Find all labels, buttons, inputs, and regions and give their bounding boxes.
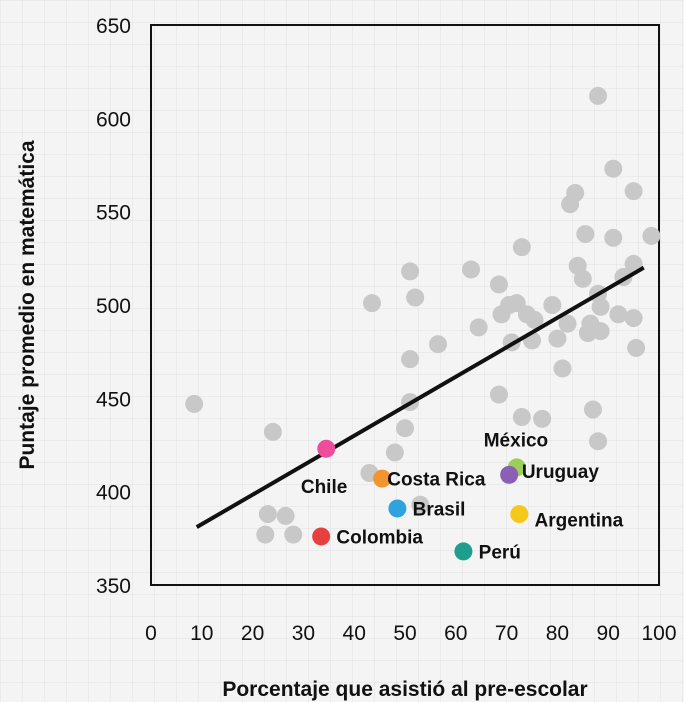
data-point xyxy=(362,294,381,313)
data-point xyxy=(258,505,277,524)
data-point xyxy=(406,288,425,307)
data-point xyxy=(512,408,531,426)
x-tick-label: 0 xyxy=(145,622,157,645)
data-point xyxy=(591,297,610,316)
data-point xyxy=(553,359,572,378)
data-point xyxy=(627,338,646,357)
y-tick-label: 450 xyxy=(96,388,131,411)
data-point xyxy=(642,226,661,245)
x-tick-label: 20 xyxy=(241,622,264,645)
data-point xyxy=(462,260,481,279)
plot-frame xyxy=(150,24,660,586)
data-point xyxy=(512,238,531,257)
data-point xyxy=(256,525,275,544)
x-tick-label: 80 xyxy=(546,622,569,645)
y-axis-title: Puntaje promedio en matemática xyxy=(16,140,39,469)
data-point-costa-rica xyxy=(373,469,392,488)
x-tick-label: 50 xyxy=(393,622,416,645)
data-point xyxy=(573,269,592,288)
y-tick-label: 400 xyxy=(96,482,131,505)
y-tick-label: 500 xyxy=(96,295,131,318)
data-point xyxy=(429,335,448,354)
data-point-colombia xyxy=(312,527,331,546)
data-point xyxy=(576,225,595,244)
x-tick-label: 70 xyxy=(495,622,518,645)
data-point xyxy=(604,228,623,247)
data-point xyxy=(489,385,508,404)
data-point-chile xyxy=(317,439,336,458)
data-point xyxy=(469,318,488,337)
data-point xyxy=(624,182,643,201)
data-point xyxy=(401,262,420,281)
x-tick-label: 10 xyxy=(190,622,213,645)
data-point xyxy=(396,419,414,438)
data-point xyxy=(548,329,567,348)
data-point xyxy=(604,159,623,178)
country-label-argentina: Argentina xyxy=(535,511,624,532)
country-label-uruguay: Uruguay xyxy=(522,462,600,483)
data-point xyxy=(624,309,643,328)
trend-line xyxy=(195,265,645,529)
data-point xyxy=(624,254,643,273)
x-tick-label: 30 xyxy=(292,622,315,645)
y-tick-label: 350 xyxy=(96,575,131,598)
data-point xyxy=(533,409,552,428)
country-labels: Chile Costa Rica Brasil Colombia Perú México U… xyxy=(301,430,624,563)
country-label-costa-rica: Costa Rica xyxy=(387,470,486,491)
y-tick-label: 550 xyxy=(96,202,131,225)
y-tick-label: 650 xyxy=(96,15,131,38)
x-tick-label: 100 xyxy=(641,622,676,645)
country-label-brasil: Brasil xyxy=(413,499,466,520)
x-tick-label: 40 xyxy=(343,622,366,645)
data-point xyxy=(263,422,282,441)
country-label-colombia: Colombia xyxy=(336,527,423,548)
data-point xyxy=(589,432,608,451)
data-point xyxy=(591,322,610,341)
highlighted-countries-points xyxy=(312,439,529,561)
y-axis-ticks: 350 400 450 500 550 600 650 xyxy=(96,15,131,598)
data-point xyxy=(185,394,204,413)
y-tick-label: 600 xyxy=(96,108,131,131)
data-point xyxy=(558,314,577,333)
country-label-mexico: México xyxy=(484,430,548,451)
data-point xyxy=(385,443,404,462)
data-point xyxy=(276,506,295,525)
x-axis-ticks: 0 10 20 30 40 50 60 70 80 90 100 xyxy=(145,622,676,645)
data-point xyxy=(543,296,562,314)
x-tick-label: 60 xyxy=(444,622,467,645)
data-point xyxy=(609,305,628,324)
other-countries-points xyxy=(185,86,661,544)
data-point xyxy=(489,275,508,294)
data-point xyxy=(525,310,544,329)
data-point-uruguay xyxy=(500,465,519,484)
data-point-peru xyxy=(454,542,473,561)
data-point xyxy=(566,184,585,202)
country-label-chile: Chile xyxy=(301,477,347,498)
data-point xyxy=(284,525,303,544)
data-point-argentina xyxy=(510,505,529,524)
country-label-peru: Perú xyxy=(479,542,521,563)
x-tick-label: 90 xyxy=(597,622,620,645)
data-point xyxy=(589,86,608,105)
data-point xyxy=(411,495,430,514)
data-point-brasil xyxy=(388,499,407,518)
data-point xyxy=(401,350,420,369)
data-point xyxy=(583,400,602,419)
x-axis-title: Porcentaje que asistió al pre-escolar xyxy=(222,678,587,701)
